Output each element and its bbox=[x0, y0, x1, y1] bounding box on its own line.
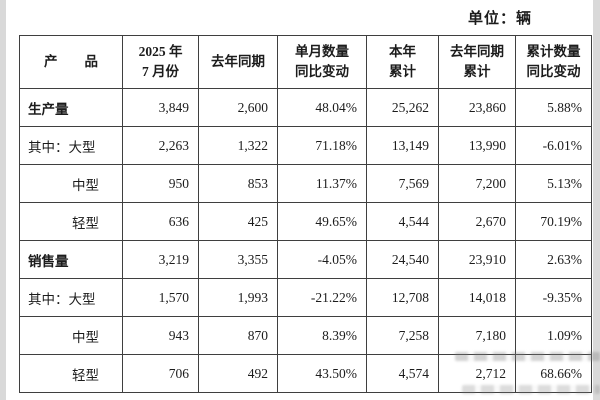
cell: 2.63% bbox=[515, 240, 592, 279]
header-product: 产 品 bbox=[19, 35, 123, 89]
cell: 943 bbox=[122, 316, 199, 355]
row-label: 中型 bbox=[19, 164, 123, 203]
cell: 4,544 bbox=[366, 202, 439, 241]
cell: 2,670 bbox=[438, 202, 516, 241]
cell: 23,910 bbox=[438, 240, 516, 279]
row-label: 生产量 bbox=[19, 88, 123, 127]
cell: 1,322 bbox=[198, 126, 278, 165]
row-label: 其中：大型 bbox=[19, 278, 123, 317]
row-label: 中型 bbox=[19, 316, 123, 355]
cell: 14,018 bbox=[438, 278, 516, 317]
cell: 950 bbox=[122, 164, 199, 203]
table-header: 产 品 2025 年 7 月份 去年同期 单月数量 同比变动 本年 累计 去年同… bbox=[19, 35, 592, 89]
cell: 425 bbox=[198, 202, 278, 241]
table-row-sales-medium: 中型 943 870 8.39% 7,258 7,180 1.09% bbox=[19, 316, 592, 355]
cell: 1.09% bbox=[515, 316, 592, 355]
cell: 1,570 bbox=[122, 278, 199, 317]
page-edge-left bbox=[0, 0, 6, 400]
header-row: 产 品 2025 年 7 月份 去年同期 单月数量 同比变动 本年 累计 去年同… bbox=[19, 35, 592, 89]
cell: 7,258 bbox=[366, 316, 439, 355]
production-sales-table: 产 品 2025 年 7 月份 去年同期 单月数量 同比变动 本年 累计 去年同… bbox=[19, 35, 592, 393]
cell: 636 bbox=[122, 202, 199, 241]
cell: 43.50% bbox=[277, 354, 367, 393]
cell: 3,849 bbox=[122, 88, 199, 127]
table-row-sales-large: 其中：大型 1,570 1,993 -21.22% 12,708 14,018 … bbox=[19, 278, 592, 317]
cell: 48.04% bbox=[277, 88, 367, 127]
cell: 8.39% bbox=[277, 316, 367, 355]
table-row-sales-light: 轻型 706 492 43.50% 4,574 2,712 68.66% bbox=[19, 354, 592, 393]
header-cumulative-yoy: 累计数量 同比变动 bbox=[515, 35, 592, 89]
cell: -9.35% bbox=[515, 278, 592, 317]
row-label: 轻型 bbox=[19, 354, 123, 393]
table-row-sales: 销售量 3,219 3,355 -4.05% 24,540 23,910 2.6… bbox=[19, 240, 592, 279]
cell: 25,262 bbox=[366, 88, 439, 127]
row-label: 销售量 bbox=[19, 240, 123, 279]
cell: 7,569 bbox=[366, 164, 439, 203]
cell: 13,149 bbox=[366, 126, 439, 165]
cell: 4,574 bbox=[366, 354, 439, 393]
cell: 2,712 bbox=[438, 354, 516, 393]
row-label: 其中：大型 bbox=[19, 126, 123, 165]
cell: 3,355 bbox=[198, 240, 278, 279]
header-ytd: 本年 累计 bbox=[366, 35, 439, 89]
cell: 2,600 bbox=[198, 88, 278, 127]
cell: 71.18% bbox=[277, 126, 367, 165]
cell: 70.19% bbox=[515, 202, 592, 241]
table-row-production-light: 轻型 636 425 49.65% 4,544 2,670 70.19% bbox=[19, 202, 592, 241]
cell: 68.66% bbox=[515, 354, 592, 393]
cell: -21.22% bbox=[277, 278, 367, 317]
cell: -6.01% bbox=[515, 126, 592, 165]
cell: 5.13% bbox=[515, 164, 592, 203]
table-row-production: 生产量 3,849 2,600 48.04% 25,262 23,860 5.8… bbox=[19, 88, 592, 127]
cell: 492 bbox=[198, 354, 278, 393]
row-label: 轻型 bbox=[19, 202, 123, 241]
unit-label: 单位：辆 bbox=[467, 11, 532, 27]
page-edge-right bbox=[593, 0, 600, 400]
cell: 870 bbox=[198, 316, 278, 355]
header-monthly-yoy: 单月数量 同比变动 bbox=[277, 35, 367, 89]
cell: 12,708 bbox=[366, 278, 439, 317]
table-row-production-large: 其中：大型 2,263 1,322 71.18% 13,149 13,990 -… bbox=[19, 126, 592, 165]
cell: 7,200 bbox=[438, 164, 516, 203]
cell: 11.37% bbox=[277, 164, 367, 203]
cell: 13,990 bbox=[438, 126, 516, 165]
header-current-month: 2025 年 7 月份 bbox=[122, 35, 199, 89]
cell: 1,993 bbox=[198, 278, 278, 317]
header-last-year-ytd: 去年同期 累计 bbox=[438, 35, 516, 89]
cell: -4.05% bbox=[277, 240, 367, 279]
cell: 49.65% bbox=[277, 202, 367, 241]
cell: 24,540 bbox=[366, 240, 439, 279]
table-body: 生产量 3,849 2,600 48.04% 25,262 23,860 5.8… bbox=[19, 88, 592, 393]
cell: 23,860 bbox=[438, 88, 516, 127]
cell: 3,219 bbox=[122, 240, 199, 279]
cell: 2,263 bbox=[122, 126, 199, 165]
table-row-production-medium: 中型 950 853 11.37% 7,569 7,200 5.13% bbox=[19, 164, 592, 203]
cell: 853 bbox=[198, 164, 278, 203]
cell: 706 bbox=[122, 354, 199, 393]
cell: 5.88% bbox=[515, 88, 592, 127]
cell: 7,180 bbox=[438, 316, 516, 355]
header-last-year-period: 去年同期 bbox=[198, 35, 278, 89]
